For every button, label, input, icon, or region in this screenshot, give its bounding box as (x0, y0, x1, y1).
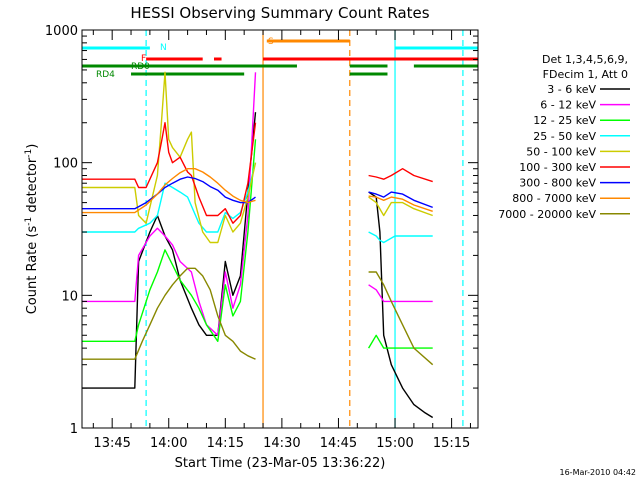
plot-frame (81, 29, 479, 429)
series-line (82, 122, 433, 224)
legend-item-label: 3 - 6 keV (547, 83, 596, 96)
time-markers (145, 30, 464, 428)
series-line (82, 162, 433, 244)
y-tick-label: 10 (61, 289, 78, 304)
x-tick-label: 14:45 (320, 436, 357, 451)
series-lines (82, 71, 434, 419)
legend-item-label: 50 - 100 keV (526, 145, 596, 158)
footer-timestamp: 16-Mar-2010 04:42 (560, 468, 637, 477)
x-axis: 13:45 14:00 14:15 14:30 14:45 15:00 15:15 (92, 30, 471, 451)
chart-title: HESSI Observing Summary Count Rates (130, 4, 429, 22)
x-tick-label: 14:30 (263, 436, 300, 451)
flag-bars: N F S RD0 RD4 (82, 37, 478, 80)
y-tick-label: 1000 (45, 24, 78, 39)
x-tick-label: 15:00 (376, 436, 413, 451)
y-tick-label: 1 (70, 422, 78, 437)
legend-header-2: FDecim 1, Att 0 (543, 68, 628, 81)
y-axis: 1 10 100 1000 (45, 24, 478, 437)
legend-item-label: 12 - 25 keV (533, 114, 596, 127)
flag-label: F (141, 54, 146, 64)
y-tick-label: 100 (53, 157, 78, 172)
legend-header-1: Det 1,3,4,5,6,9, (542, 53, 628, 66)
flag-label: RD0 (131, 62, 150, 72)
legend-item-label: 7000 - 20000 keV (498, 208, 596, 221)
x-tick-label: 14:15 (207, 436, 244, 451)
x-tick-label: 13:45 (93, 436, 130, 451)
x-tick-label: 14:00 (150, 436, 187, 451)
legend-item-label: 100 - 300 keV (519, 161, 596, 174)
legend-items: 3 - 6 keV 6 - 12 keV 12 - 25 keV 25 - 50 ke… (498, 83, 630, 221)
series-line (82, 267, 434, 366)
flag-label: RD4 (96, 70, 115, 80)
legend-item-label: 800 - 7000 keV (512, 192, 596, 205)
legend-item-label: 6 - 12 keV (540, 99, 596, 112)
series-line (82, 71, 433, 244)
legend: Det 1,3,4,5,6,9, FDecim 1, Att 0 3 - 6 k… (498, 53, 630, 221)
flag-label: N (160, 43, 167, 53)
flag-label: S (268, 37, 274, 47)
x-tick-label: 15:15 (433, 436, 470, 451)
legend-item-label: 25 - 50 keV (533, 130, 596, 143)
y-axis-label: Count Rate (s-1 detector-1) (24, 144, 40, 315)
legend-item-label: 300 - 800 keV (519, 177, 596, 190)
x-axis-label: Start Time (23-Mar-05 13:36:22) (175, 456, 386, 471)
series-line (82, 168, 433, 214)
